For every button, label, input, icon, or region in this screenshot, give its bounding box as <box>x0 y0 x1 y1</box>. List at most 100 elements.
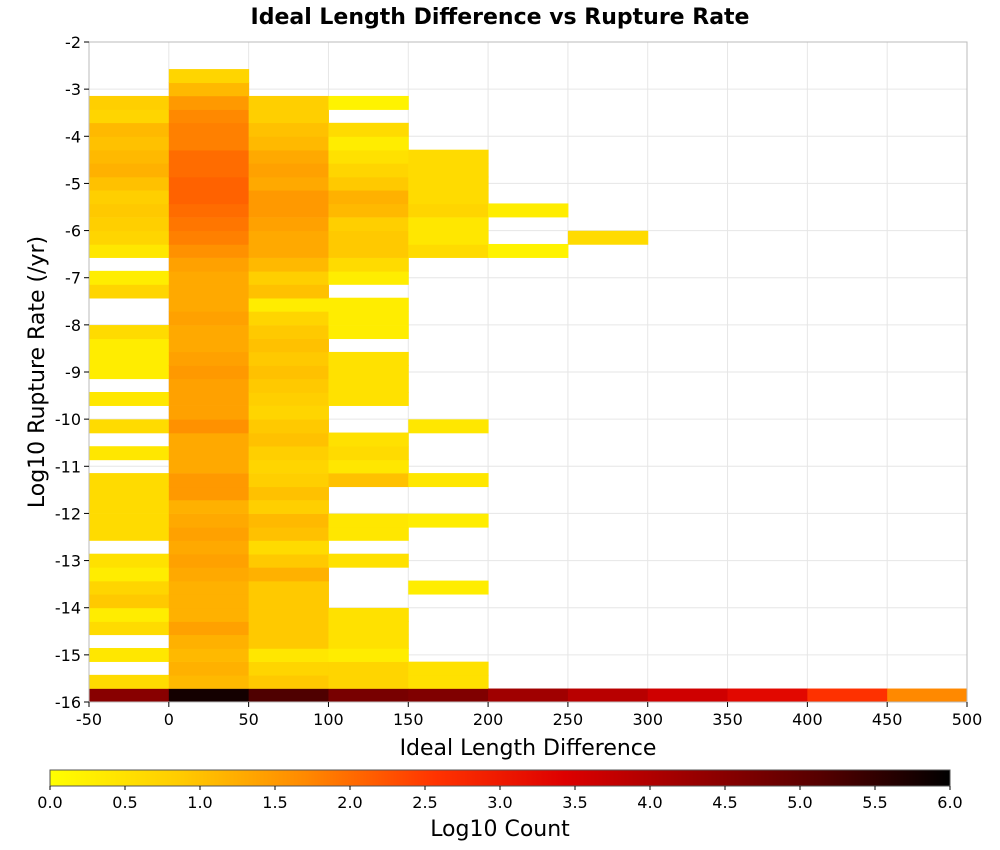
heatmap-cell <box>248 270 329 285</box>
heatmap-cell <box>248 540 329 555</box>
heatmap-cell <box>328 365 409 380</box>
heatmap-cell <box>168 553 250 568</box>
x-tick-label: 250 <box>553 710 584 729</box>
heatmap-cell <box>328 217 409 232</box>
y-tick-label: -3 <box>65 80 81 99</box>
heatmap-cell <box>89 365 170 380</box>
y-tick-label: -11 <box>55 457 81 476</box>
heatmap-cell <box>248 513 329 528</box>
y-tick-label: -10 <box>55 410 81 429</box>
heatmap-cell <box>168 338 250 353</box>
colorbar-title: Log10 Count <box>430 817 570 842</box>
heatmap-cell <box>89 594 170 609</box>
colorbar-tick-label: 4.5 <box>712 793 737 812</box>
heatmap-cell <box>328 607 409 622</box>
heatmap-cell <box>248 499 329 514</box>
heatmap-cell <box>328 190 409 205</box>
heatmap-cell <box>248 526 329 541</box>
colorbar-tick-label: 1.0 <box>187 793 212 812</box>
heatmap-cell <box>248 486 329 501</box>
heatmap-cell <box>168 190 250 205</box>
heatmap-cell <box>248 446 329 461</box>
heatmap-cell <box>248 217 329 232</box>
heatmap-cell <box>248 621 329 636</box>
heatmap-cell <box>328 297 409 312</box>
heatmap-cell <box>89 486 170 501</box>
heatmap-cell <box>248 459 329 474</box>
heatmap-cell <box>168 526 250 541</box>
heatmap-cell <box>248 351 329 366</box>
heatmap-cell <box>89 176 170 191</box>
heatmap-cell <box>248 243 329 258</box>
heatmap-cell <box>567 688 649 703</box>
heatmap-cell <box>89 122 170 137</box>
heatmap-cell <box>89 351 170 366</box>
heatmap-cell <box>168 69 250 84</box>
heatmap-cell <box>248 661 329 676</box>
heatmap-cell <box>328 351 409 366</box>
colorbar-tick-label: 5.0 <box>787 793 812 812</box>
heatmap-cell <box>168 325 250 340</box>
y-tick-label: -6 <box>65 222 81 241</box>
colorbar-tick-label: 0.5 <box>112 793 137 812</box>
heatmap-cell <box>168 594 250 609</box>
heatmap-cell <box>248 122 329 137</box>
heatmap-cell <box>328 688 409 703</box>
y-tick-label: -2 <box>65 33 81 52</box>
heatmap-cell <box>168 499 250 514</box>
colorbar-tick-label: 6.0 <box>937 793 962 812</box>
heatmap-cell <box>168 513 250 528</box>
heatmap-cell <box>248 432 329 447</box>
heatmap-cell <box>248 553 329 568</box>
heatmap-cell <box>248 392 329 406</box>
heatmap-cell <box>168 365 250 380</box>
heatmap-cell <box>328 149 409 164</box>
heatmap-cell <box>248 297 329 312</box>
heatmap-cell <box>248 190 329 205</box>
x-tick-label: 150 <box>393 710 424 729</box>
heatmap-cell <box>168 230 250 245</box>
heatmap-cell <box>248 163 329 178</box>
colorbar-tick-label: 3.0 <box>487 793 512 812</box>
heatmap-cell <box>168 109 250 124</box>
heatmap-cell <box>887 688 968 703</box>
heatmap-cell <box>168 270 250 285</box>
colorbar-tick-label: 5.5 <box>862 793 887 812</box>
heatmap-cell <box>168 136 250 151</box>
heatmap-cell <box>328 378 409 393</box>
heatmap-cell <box>328 647 409 662</box>
x-tick-label: 400 <box>792 710 823 729</box>
heatmap-cell <box>328 661 409 676</box>
colorbar-tick-label: 3.5 <box>562 793 587 812</box>
x-tick-label: 0 <box>164 710 174 729</box>
heatmap-cell <box>248 580 329 595</box>
colorbar-ticks: 0.0 0.5 1.0 1.5 2.0 2.5 3.0 3.5 4.0 4.5 5.0 5.5 6.0 <box>37 786 963 812</box>
y-tick-label: -9 <box>65 363 81 382</box>
heatmap-cell <box>248 647 329 662</box>
colorbar-tick-label: 2.5 <box>412 793 437 812</box>
y-tick-label: -14 <box>55 599 81 618</box>
heatmap-cell <box>248 674 329 689</box>
heatmap-cell <box>168 203 250 218</box>
heatmap-cell <box>328 122 409 137</box>
heatmap-cell <box>328 230 409 245</box>
heatmap-cell <box>328 473 409 488</box>
heatmap-cell <box>488 243 569 258</box>
heatmap-cell <box>328 270 409 285</box>
heatmap-cell <box>248 419 329 434</box>
heatmap-cell <box>89 647 170 662</box>
heatmap-cell <box>328 311 409 326</box>
heatmap-cell <box>807 688 888 703</box>
heatmap-cell <box>168 243 250 258</box>
heatmap-cell <box>89 325 170 340</box>
heatmap-cell <box>89 553 170 568</box>
x-tick-label: 300 <box>632 710 663 729</box>
heatmap-cell <box>408 688 489 703</box>
heatmap-cell <box>248 365 329 380</box>
heatmap-cell <box>168 149 250 164</box>
heatmap-cell <box>168 419 250 434</box>
heatmap-cell <box>89 217 170 232</box>
heatmap-cell <box>408 217 489 232</box>
heatmap-cell <box>168 459 250 474</box>
